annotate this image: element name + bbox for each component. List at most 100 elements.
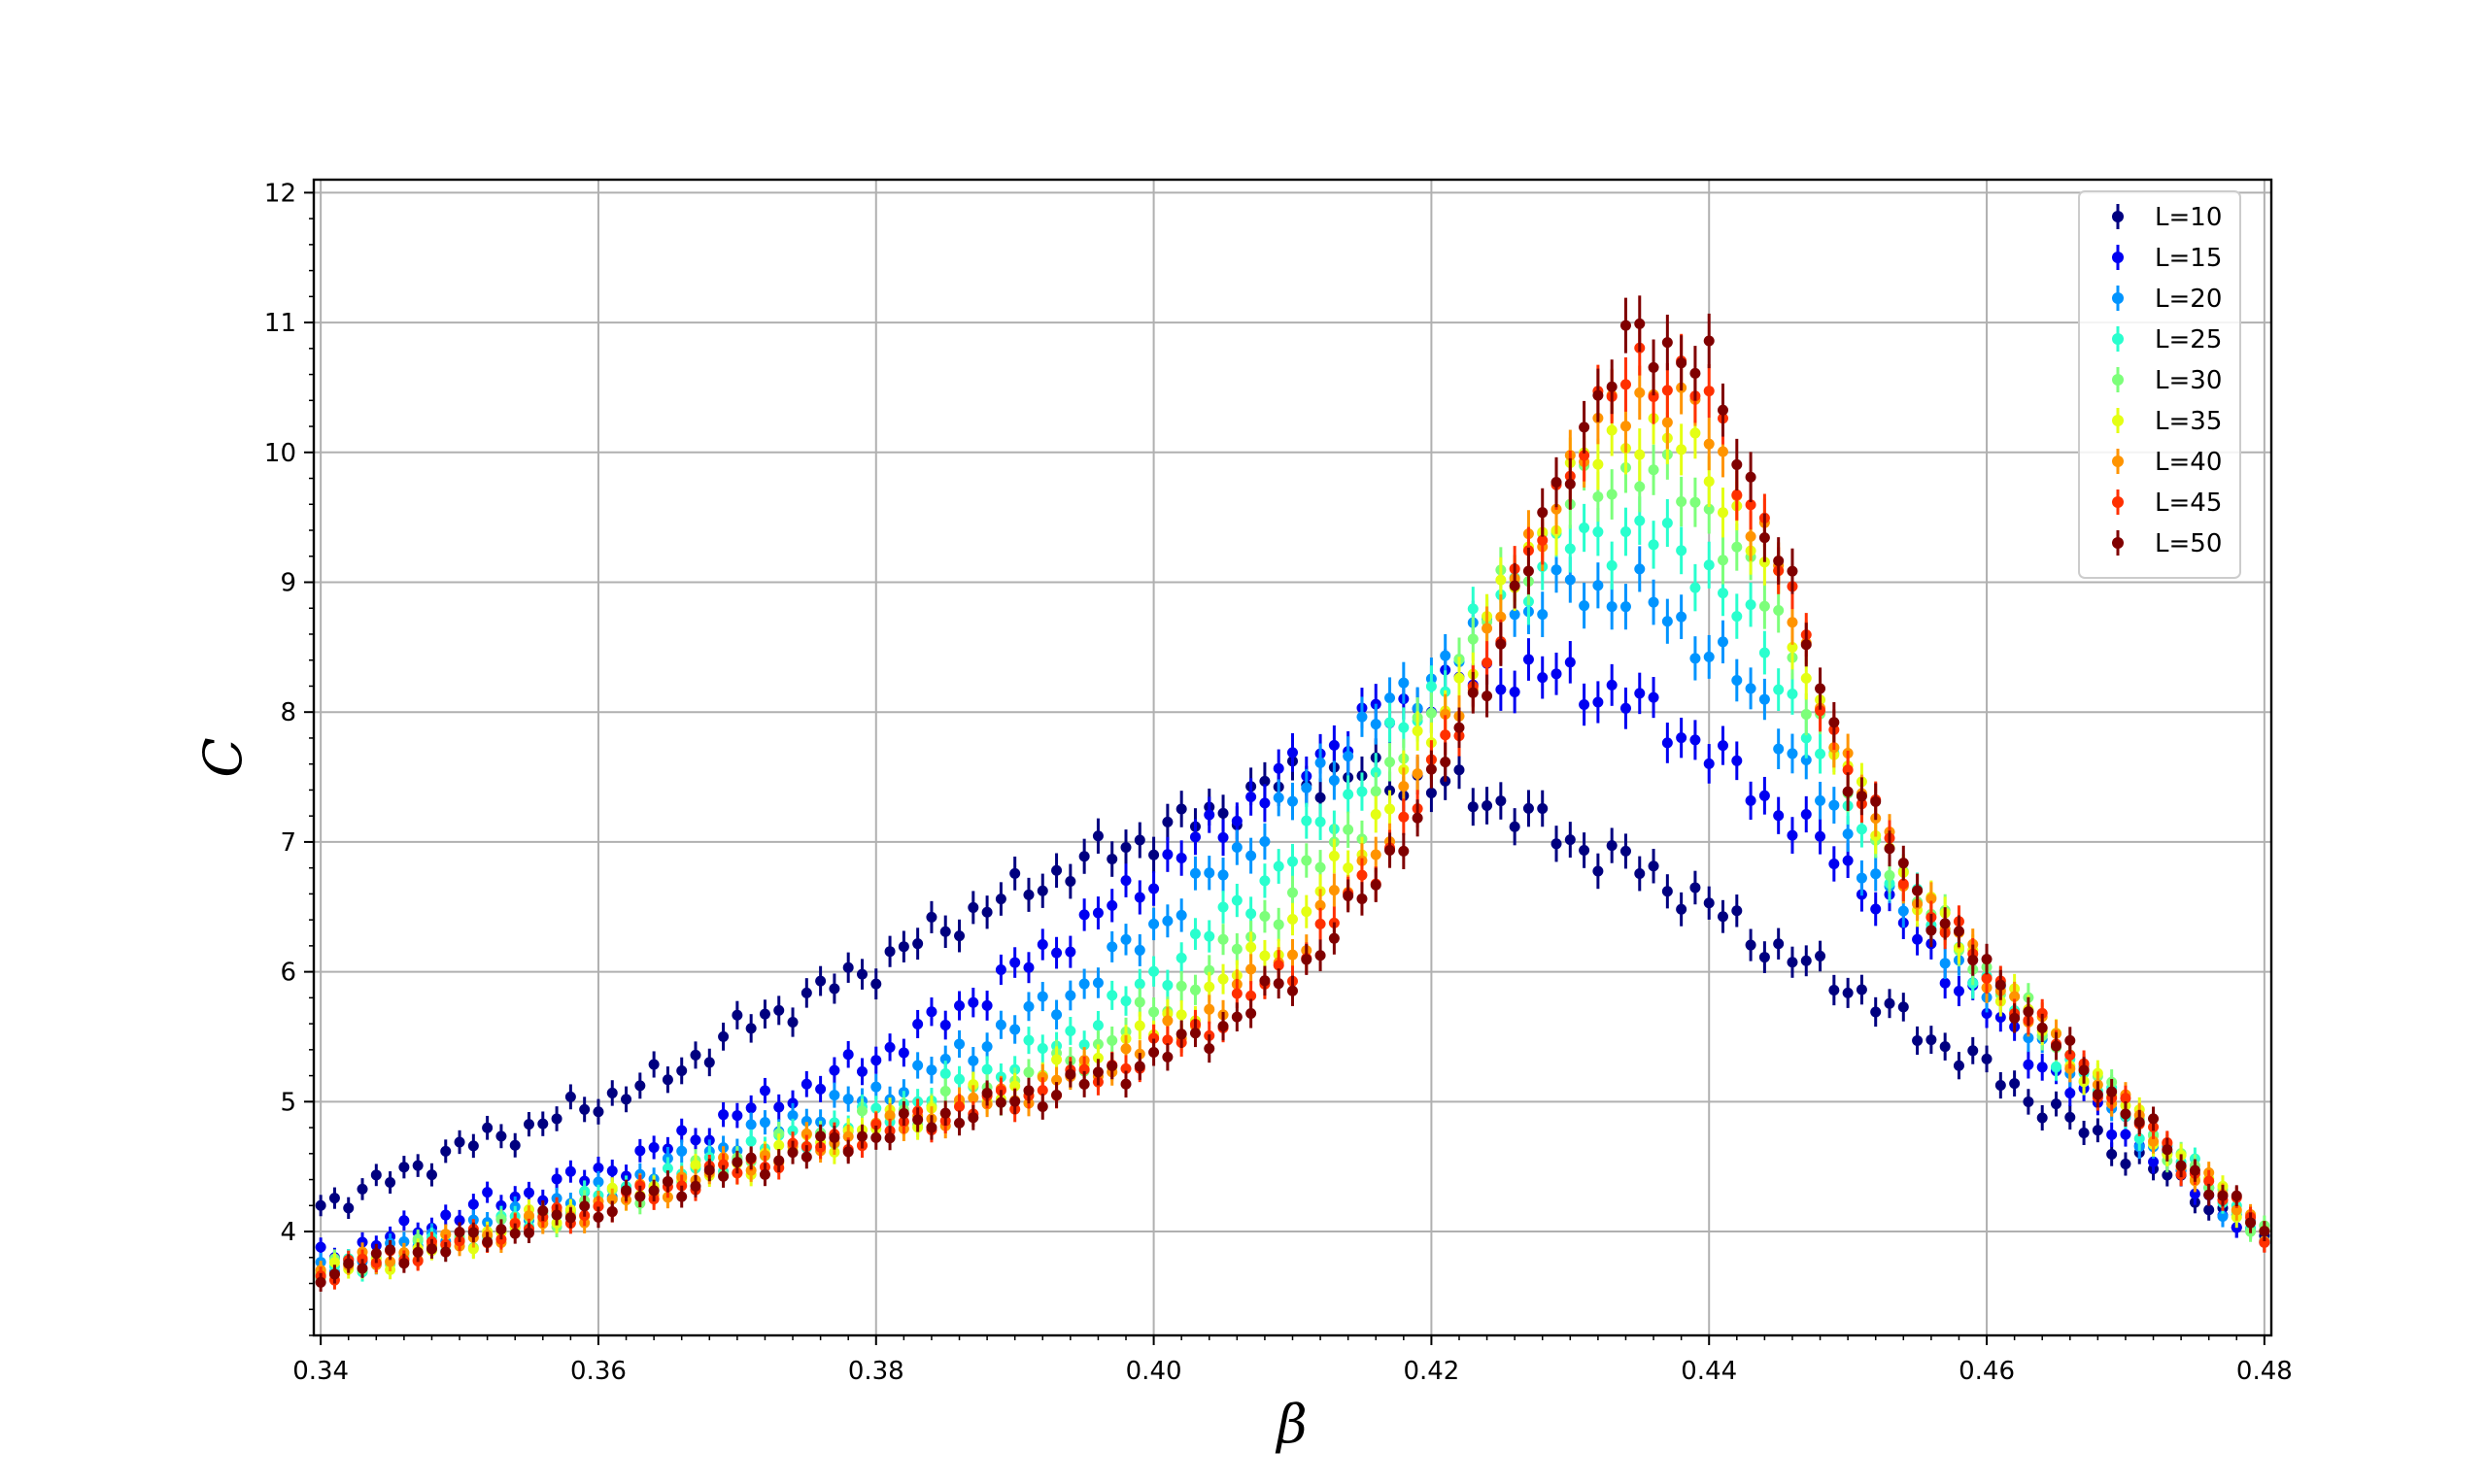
data-point [1482,691,1493,702]
data-point [1592,458,1604,470]
y-tick-label: 11 [264,309,296,338]
data-point [1273,978,1284,990]
data-point [551,1113,562,1125]
data-point [1107,1034,1118,1046]
data-point [954,1100,966,1112]
data-point [1328,932,1340,944]
data-point [1592,865,1604,877]
legend-label: L=50 [2155,529,2222,558]
data-point [1162,1034,1174,1046]
data-point [1051,1054,1063,1065]
data-point [801,987,812,998]
data-point [1314,918,1326,929]
data-point [1537,802,1549,814]
data-point [606,1165,618,1177]
data-point [1134,1061,1145,1072]
data-point [1107,990,1118,1001]
data-point [1495,795,1507,807]
data-point [1758,952,1770,963]
data-point [1175,909,1187,921]
data-point [537,1205,549,1217]
data-point [676,1065,688,1077]
data-point [1619,421,1631,432]
data-point [1619,320,1631,331]
data-point [898,1107,909,1119]
data-point [482,1122,494,1133]
data-point [1815,683,1826,694]
data-point [1579,450,1590,461]
data-point [1787,617,1798,628]
data-point [1870,868,1882,880]
data-point [1648,361,1659,373]
data-point [884,1109,896,1121]
data-point [981,1087,993,1098]
data-point [524,1210,535,1222]
data-point [1328,739,1340,751]
data-point [1175,1029,1187,1040]
data-point [2078,1064,2090,1076]
data-point [1745,683,1756,694]
data-point [1120,1043,1132,1055]
data-point [759,1117,770,1129]
data-point [1482,623,1493,634]
data-point [939,1107,951,1119]
data-point [1703,897,1715,909]
data-point [1162,979,1174,991]
data-point [495,1213,507,1225]
data-point [1398,677,1410,689]
data-point [801,1151,812,1163]
data-point [954,1073,966,1085]
data-point [1718,740,1729,752]
data-point [1579,699,1590,711]
data-point [1939,918,1951,929]
data-point [1343,890,1354,901]
data-point [676,1125,688,1136]
data-point [1217,933,1229,945]
data-point [732,1009,743,1021]
data-point [1370,786,1381,797]
data-point [1718,911,1729,923]
data-point [1703,651,1715,662]
data-point [939,1020,951,1031]
data-point [1981,972,1993,984]
data-point [1564,543,1576,555]
data-point [1731,611,1743,623]
data-point [1592,580,1604,591]
data-point [718,1170,730,1182]
data-point [1509,609,1520,621]
data-point [912,1114,924,1126]
data-point [1495,611,1507,623]
data-point [1301,954,1312,965]
data-point [1842,828,1854,840]
legend-marker [2112,292,2124,304]
data-point [1078,978,1090,990]
data-point [745,1152,757,1164]
data-point [2106,1129,2118,1140]
data-point [2050,1061,2061,1072]
data-point [385,1244,396,1256]
data-point [1703,503,1715,515]
data-point [1661,518,1673,529]
data-point [1856,824,1867,835]
data-point [1217,869,1229,881]
data-point [1175,803,1187,815]
data-point [1412,725,1423,737]
series-l-35 [315,391,2270,1283]
x-tick-label: 0.42 [1403,1357,1459,1386]
data-point [1051,947,1063,959]
x-tick-label: 0.38 [848,1357,904,1386]
data-point [662,1074,673,1086]
legend-label: L=20 [2155,285,2222,314]
data-point [759,1150,770,1162]
data-point [1245,941,1257,953]
data-point [467,1140,479,1152]
data-point [1870,903,1882,915]
data-point [787,1125,799,1136]
data-point [2036,1007,2048,1019]
data-point [759,1008,770,1020]
y-tick-label: 4 [280,1218,296,1247]
data-point [1092,1038,1104,1050]
data-point [1370,719,1381,730]
data-point [954,1000,966,1012]
data-point [1245,850,1257,861]
